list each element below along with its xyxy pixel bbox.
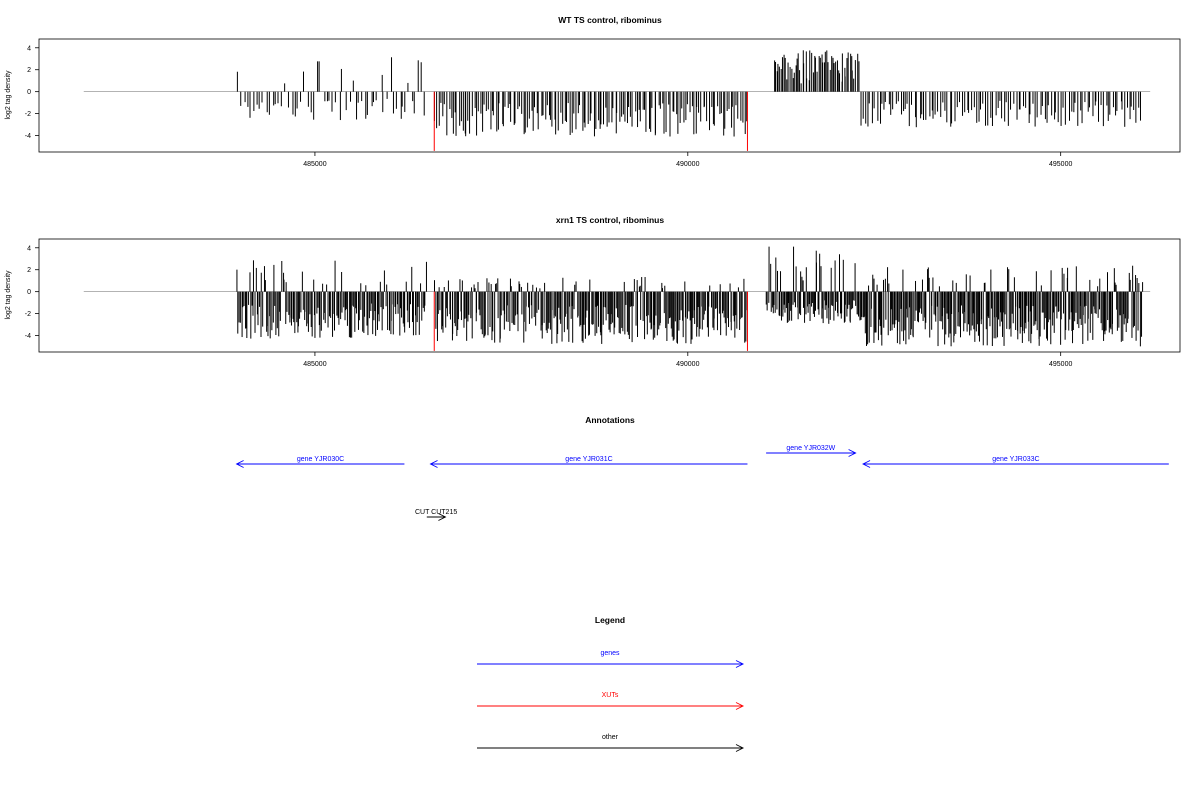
wt-track-frame: [38, 38, 1181, 153]
legend-panel: Legend genes XUTs other: [477, 615, 745, 752]
y-tick-label: 0: [27, 289, 31, 296]
arrow-right-icon: [735, 660, 745, 668]
xrn1-track-panel: xrn1 TS control, ribominus log2 tag dens…: [5, 215, 1181, 368]
y-tick-label: -4: [25, 333, 31, 340]
legend-label: XUTs: [602, 692, 619, 699]
x-tick-label: 485000: [303, 361, 326, 368]
x-tick-label: 490000: [676, 361, 699, 368]
annotation-features: gene YJR030C gene YJR031C gene YJR032W gene…: [235, 445, 1169, 521]
x-tick-label: 490000: [676, 161, 699, 168]
strand-arrow-icon: [235, 460, 244, 468]
wt-bar-series: [83, 50, 1151, 151]
annotation-feature: gene YJR032W: [766, 445, 857, 457]
y-tick-label: 4: [27, 45, 31, 52]
feature-label: gene YJR032W: [786, 445, 835, 452]
legend-title: Legend: [595, 615, 625, 625]
strand-arrow-icon: [848, 449, 857, 457]
legend-item: other: [477, 734, 745, 752]
wt-track-title: WT TS control, ribominus: [558, 15, 662, 25]
strand-arrow-icon: [438, 513, 447, 521]
x-tick-label: 495000: [1049, 161, 1072, 168]
y-tick-label: -2: [25, 111, 31, 118]
y-tick-label: -2: [25, 311, 31, 318]
feature-label: gene YJR033C: [992, 456, 1039, 463]
wt-track-panel: WT TS control, ribominus log2 tag densit…: [5, 15, 1181, 168]
arrow-right-icon: [735, 702, 745, 710]
legend-label: genes: [600, 650, 620, 657]
annotations-panel: Annotations gene YJR030C gene YJR031Cgene…: [235, 415, 1169, 521]
strand-arrow-icon: [862, 460, 871, 468]
xrn1-track-frame: [38, 238, 1181, 353]
xrn1-y-axis-label: log2 tag density: [5, 270, 12, 320]
x-tick-label: 485000: [303, 161, 326, 168]
wt-y-axis-label: log2 tag density: [5, 70, 12, 120]
legend-item: genes: [477, 650, 745, 668]
annotation-feature: CUT CUT215: [415, 509, 457, 521]
annotation-feature: gene YJR030C: [235, 456, 405, 468]
arrow-right-icon: [735, 744, 745, 752]
y-tick-label: 2: [27, 267, 31, 274]
xrn1-track-title: xrn1 TS control, ribominus: [556, 215, 664, 225]
y-tick-label: 2: [27, 67, 31, 74]
annotation-feature: gene YJR033C: [862, 456, 1169, 468]
xrn1-axes: 4 2 0 -2 -4 485000 490000 495000: [25, 245, 1073, 368]
legend-items: genes XUTs other: [477, 650, 745, 752]
y-tick-label: -4: [25, 133, 31, 140]
feature-label: CUT CUT215: [415, 509, 457, 516]
legend-label: other: [602, 734, 619, 741]
y-tick-label: 4: [27, 245, 31, 252]
wt-axes: 4 2 0 -2 -4 485000 490000 495000: [25, 45, 1073, 168]
annotation-feature: gene YJR031C: [429, 456, 748, 468]
legend-item: XUTs: [477, 692, 745, 710]
y-tick-label: 0: [27, 89, 31, 96]
xrn1-bar-series: [83, 246, 1151, 351]
strand-arrow-icon: [429, 460, 438, 468]
feature-label: gene YJR030C: [297, 456, 344, 463]
x-tick-label: 495000: [1049, 361, 1072, 368]
feature-label: gene YJR031C: [565, 456, 612, 463]
annotations-title: Annotations: [585, 415, 635, 425]
